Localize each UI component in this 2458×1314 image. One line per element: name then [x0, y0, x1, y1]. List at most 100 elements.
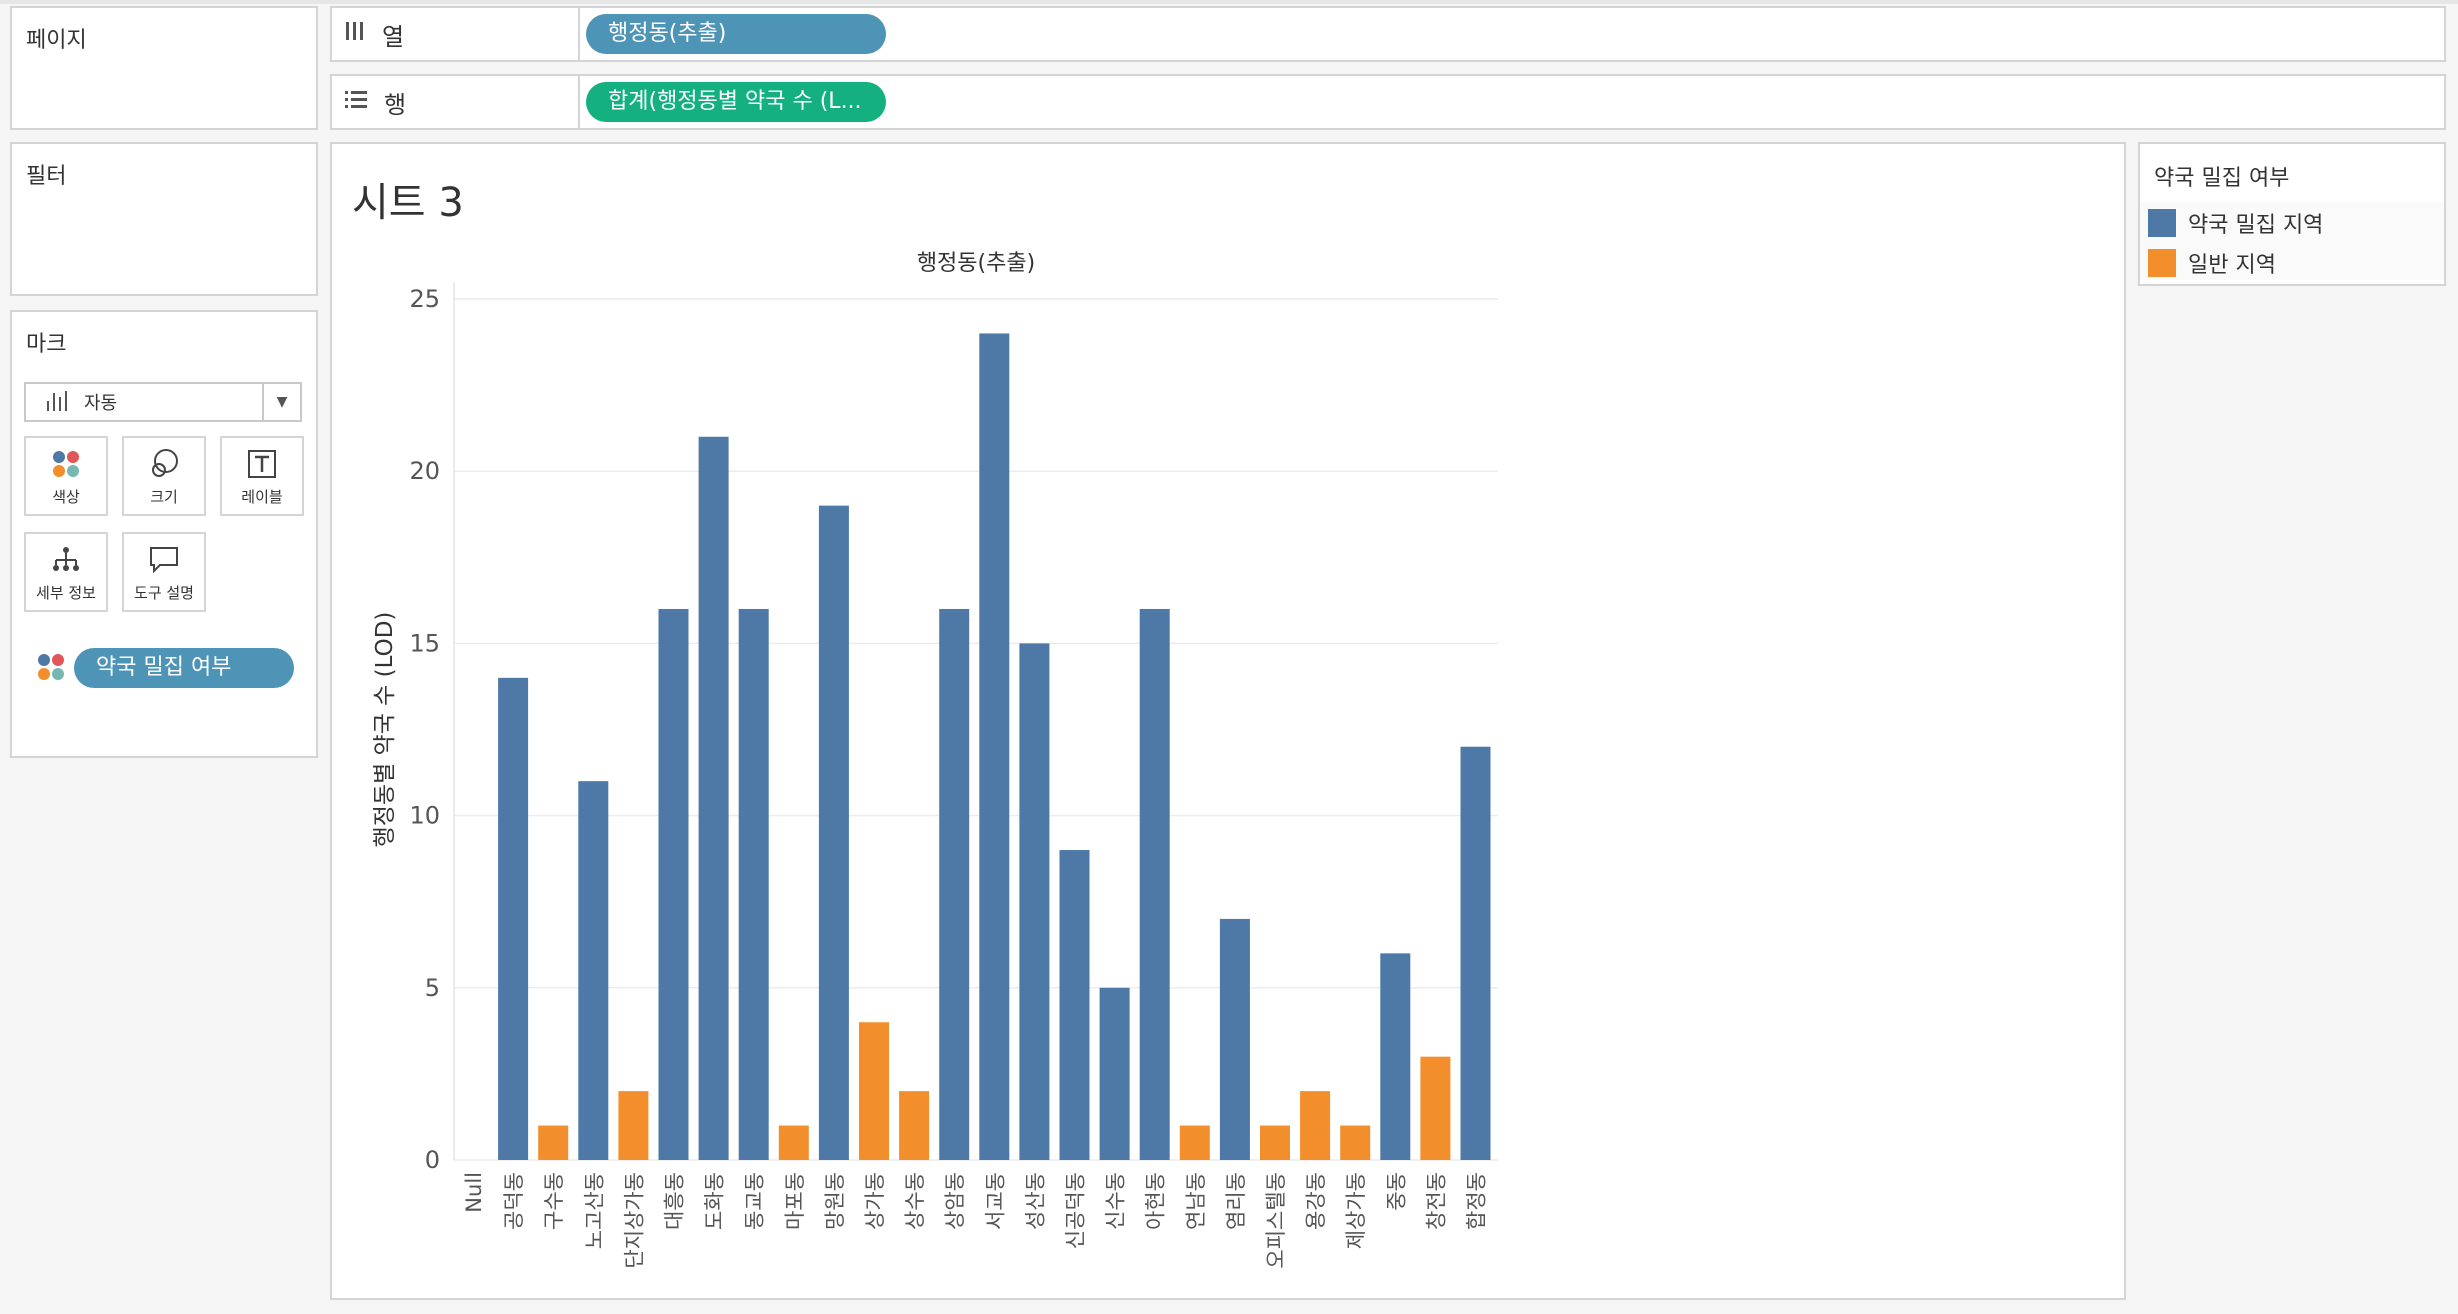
columns-shelf-label: 열: [332, 8, 580, 60]
rows-label: 행: [384, 90, 407, 119]
bar: [1019, 643, 1050, 1160]
size-button[interactable]: 크기: [122, 436, 206, 516]
bar: [1380, 953, 1411, 1160]
bar: [1420, 1056, 1451, 1160]
label-button-label: 레이블: [241, 487, 283, 506]
x-tick-label: 합정동: [1465, 1172, 1489, 1230]
columns-icon: [344, 20, 366, 48]
x-tick-label: 단지상가동: [622, 1172, 646, 1269]
rows-shelf-label: 행: [332, 76, 580, 128]
detail-button[interactable]: 세부 정보: [24, 532, 108, 612]
top-strip: [0, 0, 2458, 4]
bar-chart-icon: [46, 389, 70, 416]
bar: [1460, 746, 1491, 1160]
legend-item-dense[interactable]: 약국 밀집 지역: [2148, 206, 2323, 240]
x-tick-label: 망원동: [823, 1172, 847, 1230]
y-tick-label: 20: [409, 457, 440, 485]
x-tick-label: 동교동: [743, 1172, 767, 1230]
detail-button-label: 세부 정보: [36, 583, 96, 602]
bar: [778, 1125, 809, 1160]
bar-chart: 행정동(추출) 0 5 10 15 20 25 행정동별 약국 수 (LOD) Null 공덕동 구…: [372, 251, 1498, 1269]
color-button-label: 색상: [52, 487, 80, 506]
x-tick-label: 대흥동: [663, 1172, 687, 1230]
pages-card[interactable]: 페이지: [10, 6, 318, 130]
filters-title: 필터: [26, 164, 67, 189]
mark-type-label: 자동: [84, 393, 118, 414]
legend-swatch: [2148, 249, 2176, 277]
text-icon: [247, 446, 277, 482]
legend-title: 약국 밀집 여부: [2154, 166, 2290, 191]
view-card: 시트 3 행정동(추출) 0 5 10 15 20 25 행정동별 약국 수 (LOD) Nul…: [330, 142, 2126, 1300]
marks-title: 마크: [26, 332, 67, 357]
rows-icon: [344, 88, 368, 116]
y-tick-label: 25: [409, 285, 440, 313]
bar: [1179, 1125, 1210, 1160]
rows-field-pill[interactable]: 합계(행정동별 약국 수 (L...: [586, 82, 886, 122]
bar: [939, 608, 970, 1160]
size-button-label: 크기: [150, 487, 178, 506]
columns-field-pill[interactable]: 행정동(추출): [586, 14, 886, 54]
y-tick-label: 10: [409, 802, 440, 830]
bar: [1099, 987, 1130, 1160]
x-tick-label: 오피스텔동: [1264, 1172, 1288, 1269]
bar: [859, 1022, 889, 1160]
x-tick-label: 아현동: [1144, 1172, 1168, 1230]
bar: [1139, 608, 1170, 1160]
bar: [658, 608, 689, 1160]
marks-card: 마크 자동 ▼ 색상 크기 레이블 세부 정보 도구 설명: [10, 310, 318, 758]
tooltip-button-label: 도구 설명: [134, 583, 194, 602]
filters-card[interactable]: 필터: [10, 142, 318, 296]
x-tick-label: 창전동: [1424, 1172, 1448, 1230]
mark-type-dropdown[interactable]: 자동 ▼: [24, 382, 302, 422]
bar: [578, 781, 609, 1160]
bar: [738, 608, 769, 1160]
x-tick-label: 용강동: [1304, 1172, 1328, 1230]
sheet-title: 시트 3: [352, 180, 464, 226]
rows-shelf[interactable]: 행 합계(행정동별 약국 수 (L...: [330, 74, 2446, 130]
y-axis-title: 행정동별 약국 수 (LOD): [372, 612, 398, 848]
y-tick-label: 0: [425, 1146, 440, 1174]
x-tick-label: 신수동: [1104, 1172, 1128, 1230]
bar: [818, 505, 849, 1160]
x-tick-label: 서교동: [983, 1172, 1007, 1230]
x-tick-label: 공덕동: [502, 1172, 526, 1230]
bar: [1340, 1125, 1371, 1160]
bar: [1219, 918, 1250, 1160]
x-tick-label: 도화동: [703, 1172, 727, 1230]
columns-shelf[interactable]: 열 행정동(추출): [330, 6, 2446, 62]
color-button[interactable]: 색상: [24, 436, 108, 516]
x-tick-label: 구수동: [542, 1172, 566, 1230]
bar: [538, 1125, 569, 1160]
x-tick-label: 상가동: [863, 1172, 887, 1230]
x-tick-label: 중동: [1384, 1172, 1408, 1211]
x-tick-label: 성산동: [1023, 1172, 1047, 1230]
label-button[interactable]: 레이블: [220, 436, 304, 516]
pages-title: 페이지: [26, 28, 87, 53]
y-tick-label: 15: [409, 629, 440, 657]
legend-item-label: 일반 지역: [2188, 253, 2276, 278]
bar: [618, 1091, 649, 1160]
legend-swatch: [2148, 209, 2176, 237]
x-tick-label: 상수동: [903, 1172, 927, 1230]
size-icon: [148, 446, 180, 482]
columns-label: 열: [382, 22, 405, 51]
speech-bubble-icon: [148, 542, 180, 578]
bar: [698, 436, 729, 1160]
y-tick-label: 5: [425, 974, 440, 1002]
x-tick-label: 염리동: [1224, 1172, 1248, 1230]
x-tick-label: 노고산동: [582, 1172, 606, 1249]
color-legend[interactable]: 약국 밀집 여부 약국 밀집 지역 일반 지역: [2138, 142, 2446, 286]
x-tick-label: 연남동: [1184, 1172, 1208, 1230]
color-field-pill[interactable]: 약국 밀집 여부: [74, 648, 294, 688]
chevron-down-icon[interactable]: ▼: [262, 384, 300, 420]
x-tick-label: 제상가동: [1344, 1172, 1368, 1249]
color-dots-icon: [51, 446, 81, 482]
bar: [899, 1091, 930, 1160]
bar: [1260, 1125, 1290, 1160]
bar: [1300, 1091, 1331, 1160]
legend-item-normal[interactable]: 일반 지역: [2148, 246, 2276, 280]
x-tick-label: 마포동: [783, 1172, 807, 1230]
x-tick-label: 신공덕동: [1064, 1172, 1088, 1249]
bar: [979, 333, 1010, 1160]
tooltip-button[interactable]: 도구 설명: [122, 532, 206, 612]
